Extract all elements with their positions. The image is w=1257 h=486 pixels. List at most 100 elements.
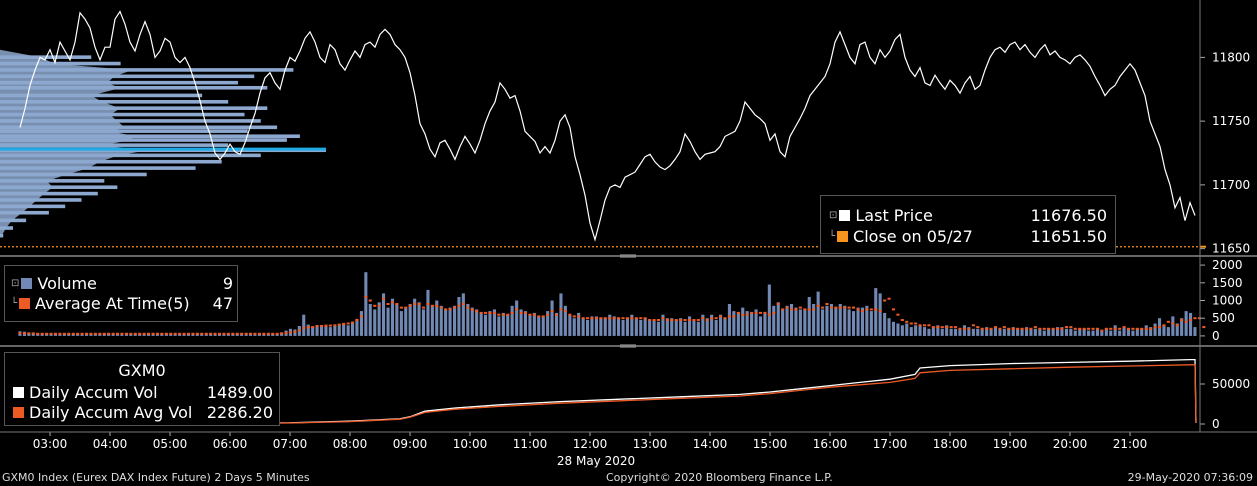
avg-marker bbox=[302, 327, 306, 330]
volume-bar bbox=[1166, 327, 1170, 336]
avg-marker bbox=[355, 319, 359, 321]
volume-bar bbox=[581, 318, 585, 336]
x-axis: 03:00 04:00 05:00 06:00 07:00 08:00 09:00 10:00… bbox=[33, 432, 1148, 468]
avg-marker bbox=[745, 313, 749, 316]
avg-marker bbox=[652, 319, 656, 321]
volume-legend-row[interactable]: ⊡ Volume bbox=[11, 274, 97, 293]
volume-bar bbox=[324, 326, 328, 336]
volume-bar bbox=[838, 304, 842, 336]
avg-marker bbox=[785, 306, 789, 309]
avg-marker bbox=[18, 332, 22, 335]
x-tick-label: 18:00 bbox=[933, 437, 968, 451]
avg-marker bbox=[262, 332, 266, 335]
avg-marker bbox=[816, 304, 820, 307]
avg-marker bbox=[643, 317, 647, 320]
volume-bar bbox=[1175, 323, 1179, 336]
profile-bar bbox=[0, 218, 27, 223]
avg-marker bbox=[683, 319, 687, 321]
volume-bar bbox=[1047, 328, 1051, 336]
x-tick-label: 21:00 bbox=[1113, 437, 1148, 451]
avg-marker bbox=[439, 306, 443, 309]
volume-bar bbox=[865, 305, 869, 336]
avg-marker bbox=[133, 332, 137, 335]
volume-legend: ⊡ Volume 9 └ Average At Time(5) 47 bbox=[4, 265, 238, 322]
avg-marker bbox=[701, 317, 705, 320]
volume-bar bbox=[151, 334, 155, 336]
close-swatch bbox=[837, 231, 849, 242]
close-legend-row[interactable]: └ Close on 05/27 bbox=[829, 227, 973, 246]
x-tick-label: 08:00 bbox=[333, 437, 368, 451]
avg-marker bbox=[1100, 329, 1104, 332]
avg-marker bbox=[515, 308, 519, 311]
avg-marker bbox=[324, 324, 328, 327]
volume-bar bbox=[905, 323, 909, 336]
x-tick-label: 03:00 bbox=[33, 437, 68, 451]
volume-swatch bbox=[21, 278, 33, 289]
avg-marker bbox=[856, 308, 860, 311]
volume-bar bbox=[896, 323, 900, 336]
daily-accum-row[interactable]: Daily Accum Vol bbox=[13, 383, 158, 402]
avg-marker bbox=[914, 322, 918, 325]
avg-accum-row[interactable]: Daily Accum Avg Vol bbox=[13, 403, 192, 422]
avg-marker bbox=[1025, 327, 1029, 330]
volume-bar bbox=[80, 334, 84, 336]
profile-bar bbox=[0, 74, 255, 79]
avg-marker bbox=[772, 311, 776, 314]
volume-bar bbox=[195, 333, 199, 336]
avg-marker bbox=[222, 332, 226, 335]
avg-marker bbox=[1109, 327, 1113, 330]
profile-bar bbox=[0, 112, 245, 117]
volume-bar bbox=[816, 291, 820, 336]
avg-marker bbox=[612, 317, 616, 320]
volume-bar bbox=[191, 334, 195, 336]
avg-marker bbox=[887, 297, 891, 300]
x-date-label: 28 May 2020 bbox=[557, 454, 635, 468]
avg-value: 47 bbox=[212, 294, 233, 313]
volume-bar bbox=[470, 307, 474, 336]
avg-legend-row[interactable]: └ Average At Time(5) bbox=[11, 294, 190, 313]
avg-marker bbox=[1126, 327, 1130, 330]
avg-marker bbox=[599, 317, 603, 320]
x-tick-label: 11:00 bbox=[513, 437, 548, 451]
volume-bar bbox=[173, 333, 177, 336]
x-tick-label: 13:00 bbox=[633, 437, 668, 451]
volume-bar bbox=[812, 304, 816, 336]
volume-bar bbox=[577, 312, 581, 336]
avg-marker bbox=[280, 332, 284, 335]
profile-bar bbox=[0, 138, 287, 142]
avg-accum-swatch bbox=[13, 407, 24, 418]
volume-bar bbox=[368, 304, 372, 336]
last-price-label: Last Price bbox=[855, 206, 933, 225]
volume-bar bbox=[532, 312, 536, 336]
avg-marker bbox=[1144, 327, 1148, 330]
volume-bar bbox=[590, 316, 594, 336]
avg-marker bbox=[306, 326, 310, 329]
volume-bar bbox=[426, 289, 430, 336]
avg-marker bbox=[466, 306, 470, 309]
volume-bar bbox=[1025, 327, 1029, 336]
avg-marker bbox=[510, 311, 514, 314]
avg-marker bbox=[1007, 327, 1011, 330]
avg-marker bbox=[1135, 327, 1139, 330]
volume-bar bbox=[790, 304, 794, 336]
avg-marker bbox=[120, 332, 124, 335]
volume-bar bbox=[869, 311, 873, 336]
last-price-legend-row[interactable]: ⊡ Last Price bbox=[829, 206, 933, 225]
daily-accum-value: 1489.00 bbox=[206, 383, 273, 402]
avg-marker bbox=[138, 332, 142, 335]
volume-bar bbox=[346, 325, 350, 336]
volume-y-tick-label: 1500 bbox=[1212, 276, 1243, 290]
avg-marker bbox=[878, 310, 882, 313]
volume-bar bbox=[537, 316, 541, 336]
avg-marker bbox=[656, 319, 660, 321]
volume-bar bbox=[235, 333, 239, 336]
volume-bar bbox=[967, 327, 971, 336]
volume-bar bbox=[147, 333, 151, 336]
avg-marker bbox=[976, 326, 980, 329]
volume-bar bbox=[266, 334, 270, 336]
avg-accum-value: 2286.20 bbox=[206, 403, 273, 422]
avg-marker bbox=[590, 317, 594, 320]
volume-bar bbox=[231, 333, 235, 336]
avg-marker bbox=[989, 327, 993, 330]
avg-marker bbox=[860, 310, 864, 313]
